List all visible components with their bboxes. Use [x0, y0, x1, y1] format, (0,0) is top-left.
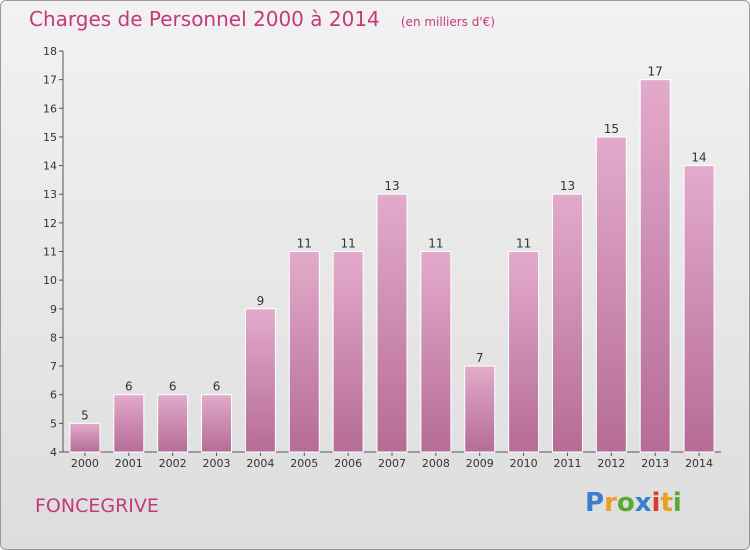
x-tick-label: 2001	[115, 457, 143, 470]
bar	[113, 394, 145, 453]
chart-subtitle: (en milliers d'€)	[400, 15, 495, 29]
bar	[551, 193, 583, 453]
x-tick-label: 2009	[466, 457, 494, 470]
y-tick-label: 7	[50, 360, 57, 373]
x-tick-label: 2007	[378, 457, 406, 470]
logo-letter: i	[651, 488, 661, 518]
bar-chart: 4 5 6 7 8 9 10 11 12 13 14 15 16 17 18 2000 2001 2002 2003…	[43, 45, 721, 470]
x-tick-label: 2000	[71, 457, 99, 470]
bar	[201, 394, 233, 453]
bar-value-label: 6	[125, 380, 133, 394]
y-tick-label: 14	[43, 160, 57, 173]
bar-value-label: 6	[169, 380, 177, 394]
logo-letter: i	[672, 488, 682, 518]
bar-value-label: 11	[297, 237, 312, 251]
bar	[683, 165, 715, 453]
bar	[464, 365, 496, 453]
bar-value-label: 7	[476, 351, 484, 365]
bar-value-label: 11	[428, 237, 443, 251]
bar	[69, 422, 101, 453]
bar-value-label: 11	[516, 237, 531, 251]
x-tick-label: 2005	[290, 457, 318, 470]
bar-value-label: 13	[384, 179, 399, 193]
bar	[332, 251, 364, 453]
x-tick-label: 2008	[422, 457, 450, 470]
bar-value-label: 14	[691, 151, 706, 165]
y-tick-label: 9	[50, 303, 57, 316]
logo-letter: r	[604, 488, 617, 518]
bar	[157, 394, 189, 453]
y-tick-label: 11	[43, 246, 57, 259]
bar-value-label: 9	[257, 294, 265, 308]
bar-value-label: 6	[213, 380, 221, 394]
x-tick-label: 2002	[159, 457, 187, 470]
y-tick-label: 16	[43, 102, 57, 115]
bar-value-label: 11	[340, 237, 355, 251]
y-tick-label: 15	[43, 131, 57, 144]
logo-letter: o	[616, 488, 635, 518]
commune-name: FONCEGRIVE	[35, 495, 159, 517]
y-tick-label: 8	[50, 331, 57, 344]
y-tick-label: 5	[50, 417, 57, 430]
bar	[639, 79, 671, 453]
y-tick-label: 17	[43, 74, 57, 87]
y-tick-label: 4	[50, 446, 57, 459]
bar-value-label: 13	[560, 179, 575, 193]
bar	[595, 136, 627, 453]
bar-value-label: 17	[648, 65, 663, 79]
proxiti-logo: Proxiti	[585, 488, 682, 518]
logo-letter: x	[634, 488, 652, 518]
title-row: Charges de Personnel 2000 à 2014 (en mil…	[29, 7, 495, 31]
x-tick-label: 2006	[334, 457, 362, 470]
x-tick-label: 2013	[641, 457, 669, 470]
bar	[376, 193, 408, 453]
x-tick-label: 2011	[553, 457, 581, 470]
x-tick-label: 2014	[685, 457, 713, 470]
y-tick-label: 6	[50, 389, 57, 402]
x-tick-label: 2012	[597, 457, 625, 470]
x-tick-label: 2004	[246, 457, 274, 470]
bar	[244, 308, 276, 453]
y-tick-label: 12	[43, 217, 57, 230]
y-tick-label: 18	[43, 45, 57, 58]
bar-value-label: 5	[81, 408, 89, 422]
x-tick-label: 2010	[510, 457, 538, 470]
x-tick-label: 2003	[203, 457, 231, 470]
y-tick-label: 10	[43, 274, 57, 287]
chart-title: Charges de Personnel 2000 à 2014	[29, 7, 380, 31]
bar	[420, 251, 452, 453]
y-tick-label: 13	[43, 188, 57, 201]
logo-letter: P	[585, 488, 605, 518]
logo-letter: t	[660, 488, 673, 518]
bar-value-label: 15	[604, 122, 619, 136]
bar	[508, 251, 540, 453]
bar	[288, 251, 320, 453]
